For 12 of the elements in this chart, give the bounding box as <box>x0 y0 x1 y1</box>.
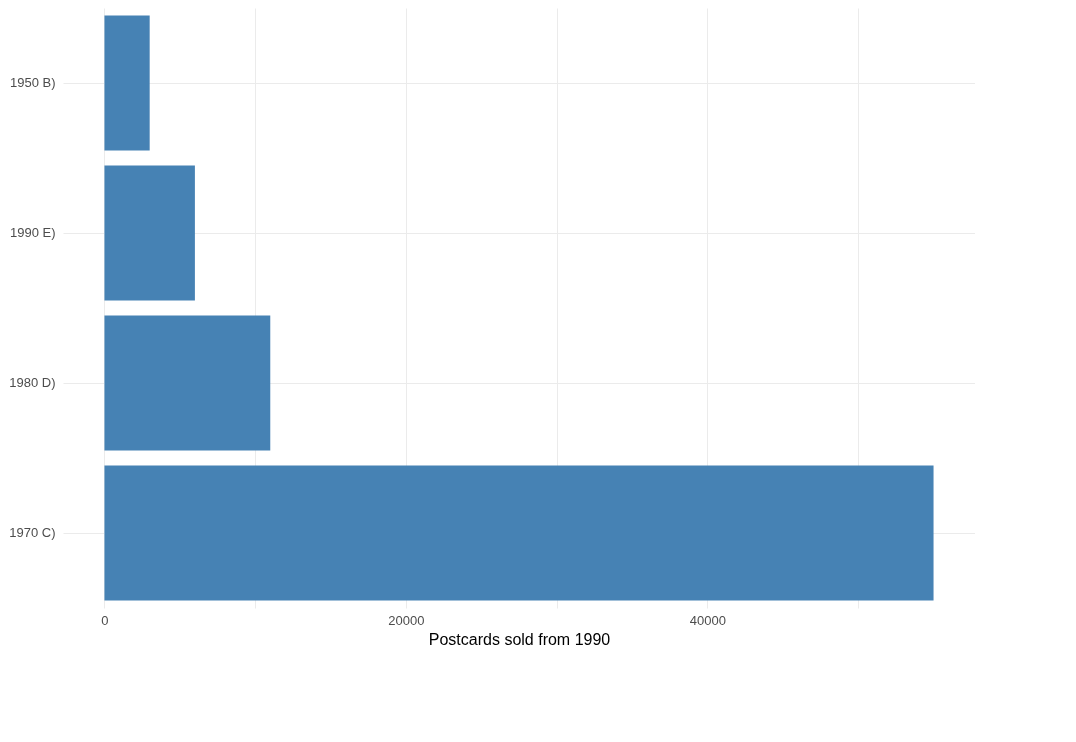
bar <box>104 165 195 301</box>
y-tick-label: 1970 C) <box>9 525 56 540</box>
bar <box>104 465 934 601</box>
x-tick-label: 0 <box>101 612 109 628</box>
y-tick-label: 1990 E) <box>9 225 56 240</box>
y-tick-label: 1980 D) <box>9 375 56 390</box>
x-axis-title: Postcards sold from 1990 <box>428 630 611 648</box>
bar <box>104 315 271 451</box>
x-tick-label: 20000 <box>388 612 425 628</box>
y-tick-label: 1950 B) <box>9 75 56 90</box>
x-tick-label: 40000 <box>689 612 727 628</box>
bar <box>104 15 150 151</box>
